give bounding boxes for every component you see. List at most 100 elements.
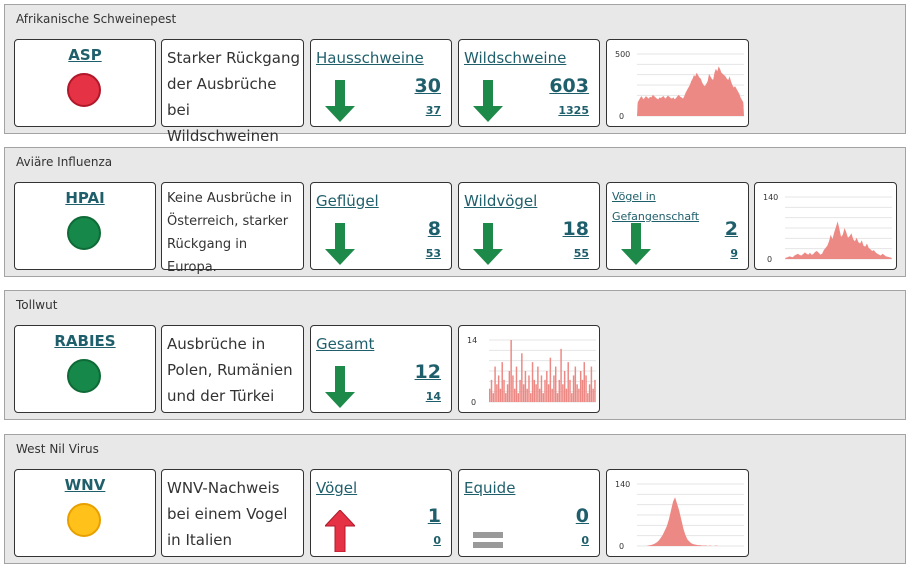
chart-bar bbox=[583, 362, 585, 402]
description-card: Ausbrüche in Polen, Rumänien und der Tür… bbox=[161, 325, 304, 413]
description-text: Keine Ausbrüche in Österreich, starker R… bbox=[167, 191, 292, 275]
chart-bar bbox=[549, 357, 552, 402]
metric-previous-link[interactable]: 1325 bbox=[558, 104, 589, 117]
chart-bar bbox=[587, 393, 589, 402]
metric-card-hausschweine[interactable]: Hausschweine 30 37 bbox=[310, 39, 452, 127]
chart-bar bbox=[544, 379, 546, 402]
chart-bar bbox=[496, 384, 498, 402]
status-indicator-red bbox=[67, 73, 101, 107]
metric-value-link[interactable]: 0 bbox=[575, 505, 589, 527]
chart-bar bbox=[542, 393, 544, 402]
chart-bar bbox=[571, 393, 573, 402]
description-card: WNV-Nachweis bei einem Vogel in Italien bbox=[161, 469, 304, 557]
metric-card-wildvoegel[interactable]: Wildvögel 18 55 bbox=[458, 182, 600, 270]
sparkline-card[interactable]: 14 0 bbox=[458, 325, 600, 413]
chart-bar bbox=[588, 384, 591, 402]
section-title: Aviäre Influenza bbox=[16, 155, 113, 169]
metric-value-link[interactable]: 603 bbox=[549, 75, 589, 97]
metric-label-link[interactable]: Vögel bbox=[316, 479, 358, 497]
sparkline-card[interactable]: 500 0 bbox=[606, 39, 749, 127]
metric-label-link[interactable]: Equide bbox=[464, 479, 516, 497]
chart-bar bbox=[538, 388, 541, 402]
chart-bar bbox=[540, 375, 543, 402]
chart-bar bbox=[524, 371, 527, 402]
chart-bar bbox=[519, 379, 521, 402]
chart-area bbox=[637, 497, 744, 546]
metric-value-link[interactable]: 2 bbox=[724, 218, 738, 240]
chart-bar bbox=[513, 388, 516, 402]
chart-bar bbox=[521, 353, 523, 402]
section-rabies: Tollwut RABIES Ausbrüche in Polen, Rumän… bbox=[4, 290, 906, 420]
metric-value-link[interactable]: 18 bbox=[562, 218, 589, 240]
sparkline-chart: 140 0 bbox=[763, 193, 892, 264]
metric-card-gesamt[interactable]: Gesamt 12 14 bbox=[310, 325, 452, 413]
sparkline-chart: 140 0 bbox=[615, 480, 744, 551]
metric-previous-link[interactable]: 53 bbox=[425, 247, 441, 260]
metric-label-link[interactable]: Hausschweine bbox=[316, 49, 424, 67]
metric-value-link[interactable]: 30 bbox=[414, 75, 441, 97]
sparkline-card[interactable]: 140 0 bbox=[754, 182, 897, 270]
chart-bar bbox=[594, 379, 596, 402]
chart-bar bbox=[499, 388, 502, 402]
metric-card-wildschweine[interactable]: Wildschweine 603 1325 bbox=[458, 39, 600, 127]
metric-label-link[interactable]: Vögel in Gefangenschaft bbox=[612, 190, 700, 223]
chart-bar bbox=[508, 371, 511, 402]
chart-bar bbox=[546, 371, 548, 402]
metric-card-voegel-gefangenschaft[interactable]: Vögel in Gefangenschaft 2 9 bbox=[606, 182, 749, 270]
y-min-label: 0 bbox=[471, 398, 476, 407]
metric-label-link[interactable]: Wildschweine bbox=[464, 49, 567, 67]
metric-card-gefluegel[interactable]: Geflügel 8 53 bbox=[310, 182, 452, 270]
metric-previous-link[interactable]: 9 bbox=[730, 247, 738, 260]
chart-bar bbox=[510, 340, 512, 402]
arrow-down-icon bbox=[621, 223, 651, 265]
metric-previous-link[interactable]: 55 bbox=[573, 247, 589, 260]
metric-label-link[interactable]: Wildvögel bbox=[464, 192, 538, 210]
metric-label-link[interactable]: Gesamt bbox=[316, 335, 375, 353]
chart-bar bbox=[526, 388, 528, 402]
sparkline-card[interactable]: 140 0 bbox=[606, 469, 749, 557]
metric-value-link[interactable]: 1 bbox=[427, 505, 441, 527]
chart-bar bbox=[494, 366, 496, 402]
chart-bar bbox=[556, 393, 559, 402]
disease-card-hpai[interactable]: HPAI bbox=[14, 182, 156, 270]
chart-bar bbox=[489, 388, 491, 402]
description-card: Starker Rückgang der Ausbrüche bei Wilds… bbox=[161, 39, 304, 145]
chart-bar bbox=[567, 362, 569, 402]
section-wnv: West Nil Virus WNV WNV-Nachweis bei eine… bbox=[4, 434, 906, 564]
disease-card-wnv[interactable]: WNV bbox=[14, 469, 156, 557]
chart-bar bbox=[578, 388, 580, 402]
section-title: Afrikanische Schweinepest bbox=[16, 12, 177, 26]
metric-value-link[interactable]: 8 bbox=[427, 218, 441, 240]
description-card: Keine Ausbrüche in Österreich, starker R… bbox=[161, 182, 304, 275]
disease-code-link[interactable]: RABIES bbox=[54, 332, 116, 350]
chart-bar bbox=[490, 379, 493, 402]
chart-bar bbox=[562, 384, 564, 402]
chart-bar bbox=[517, 393, 520, 402]
metric-card-equide[interactable]: Equide 0 0 bbox=[458, 469, 600, 557]
disease-code-link[interactable]: ASP bbox=[68, 46, 102, 64]
disease-card-rabies[interactable]: RABIES bbox=[14, 325, 156, 413]
disease-code-link[interactable]: HPAI bbox=[65, 189, 105, 207]
chart-bar bbox=[497, 375, 500, 402]
chart-bar bbox=[505, 393, 507, 402]
chart-bar bbox=[553, 375, 555, 402]
section-title: West Nil Virus bbox=[16, 442, 99, 456]
arrow-down-icon bbox=[325, 366, 355, 408]
disease-code-link[interactable]: WNV bbox=[64, 476, 106, 494]
metric-previous-link[interactable]: 37 bbox=[425, 104, 441, 117]
chart-bar bbox=[512, 375, 514, 402]
arrow-down-icon bbox=[325, 223, 355, 265]
y-max-label: 140 bbox=[615, 480, 630, 489]
chart-bar bbox=[560, 348, 562, 402]
chart-bar bbox=[565, 388, 568, 402]
metric-value-link[interactable]: 12 bbox=[414, 361, 441, 383]
metric-previous-link[interactable]: 14 bbox=[425, 390, 441, 403]
section-hpai: Aviäre Influenza HPAI Keine Ausbrüche in… bbox=[4, 147, 906, 277]
metric-label-link[interactable]: Geflügel bbox=[316, 192, 379, 210]
metric-card-voegel[interactable]: Vögel 1 0 bbox=[310, 469, 452, 557]
disease-card-asp[interactable]: ASP bbox=[14, 39, 156, 127]
metric-previous-link[interactable]: 0 bbox=[433, 534, 441, 547]
chart-bar bbox=[574, 366, 577, 402]
metric-previous-link[interactable]: 0 bbox=[581, 534, 589, 547]
chart-bar bbox=[551, 388, 553, 402]
